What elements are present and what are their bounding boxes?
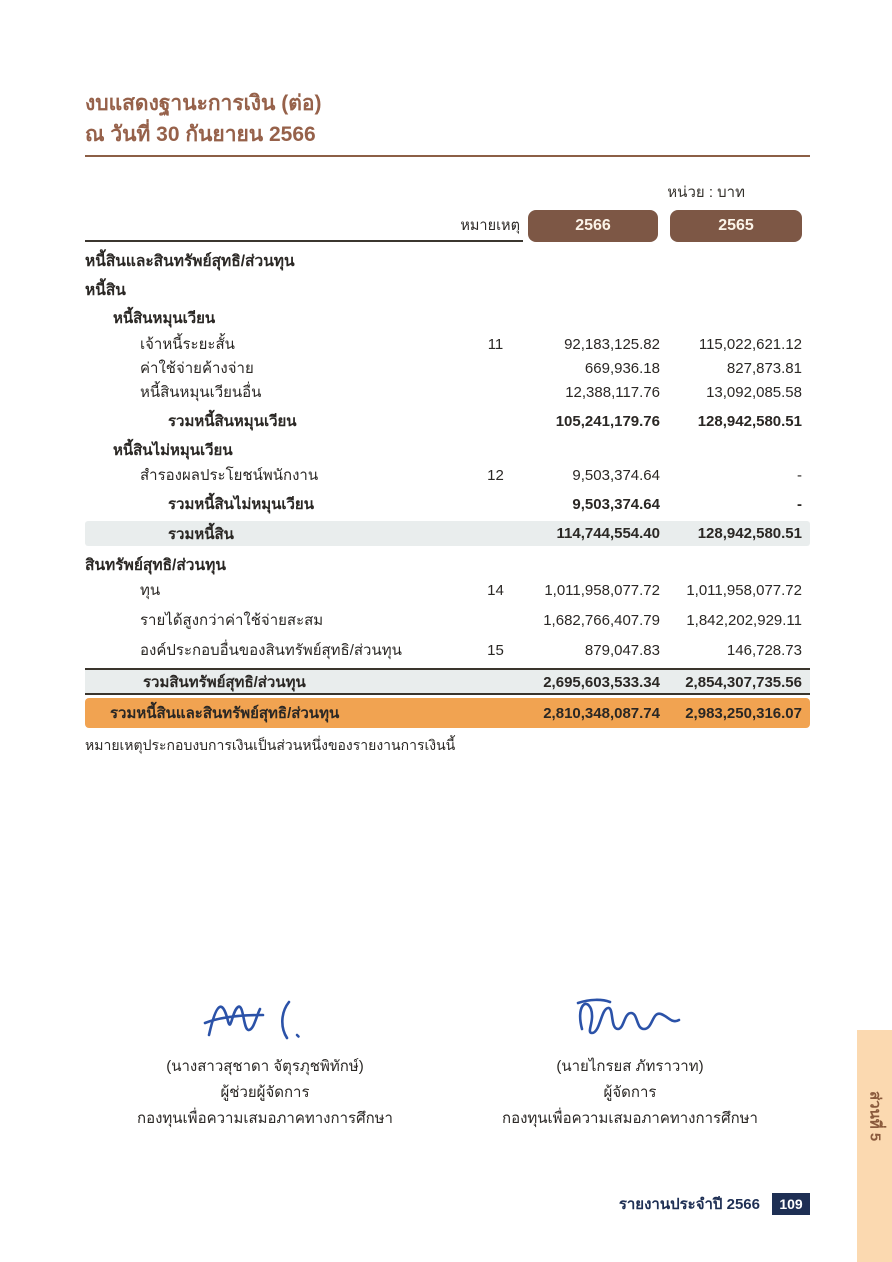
- row-value-2566: 114,744,554.40: [556, 525, 660, 542]
- page-number-badge: 109: [772, 1193, 810, 1215]
- signer-name: (นายไกรยส ภัทราวาท): [556, 1058, 704, 1075]
- table-row: รวมหนี้สินและสินทรัพย์สุทธิ/ส่วนทุน 2,810…: [85, 698, 810, 728]
- row-value-2565: 146,728.73: [726, 641, 802, 659]
- row-note: 11: [487, 335, 504, 353]
- row-label: ทุน: [140, 582, 161, 599]
- unit-label: หน่วย : บาท: [667, 184, 745, 201]
- financial-table-body: หนี้สินและสินทรัพย์สุทธิ/ส่วนทุน หนี้สินห…: [85, 248, 810, 728]
- row-value-2566: 92,183,125.82: [564, 335, 660, 353]
- section-side-tab: ส่วนที่ 5: [857, 1030, 892, 1262]
- row-value-2565: 827,873.81: [726, 359, 802, 377]
- row-label: รวมหนี้สิน: [168, 525, 234, 543]
- signer-organization: กองทุนเพื่อความเสมอภาคทางการศึกษา: [137, 1110, 393, 1127]
- table-row: สำรองผลประโยชน์พนักงาน 12 9,503,374.64 -: [85, 463, 810, 486]
- signature-image: [576, 998, 681, 1035]
- signer-name: (นางสาวสุชาดา จัตุรภุชพิทักษ์): [166, 1058, 364, 1075]
- row-value-2566: 2,695,603,533.34: [543, 673, 660, 691]
- row-label: รวมหนี้สินและสินทรัพย์สุทธิ/ส่วนทุน: [110, 705, 340, 722]
- title-divider: [85, 155, 810, 157]
- signature-section: (นางสาวสุชาดา จัตุรภุชพิทักษ์) ผู้ช่วยผู…: [85, 989, 810, 1132]
- row-label: สำรองผลประโยชน์พนักงาน: [140, 467, 319, 484]
- row-label: หนี้สินหมุนเวียน: [113, 310, 216, 327]
- row-value-2566: 669,936.18: [584, 359, 660, 377]
- row-value-2565: 2,854,307,735.56: [685, 673, 802, 691]
- row-note: 14: [487, 581, 504, 599]
- row-value-2565: -: [797, 466, 802, 484]
- row-label: องค์ประกอบอื่นของสินทรัพย์สุทธิ/ส่วนทุน: [140, 642, 402, 659]
- page-title: งบแสดงฐานะการเงิน (ต่อ) ณ วันที่ 30 กันย…: [85, 88, 810, 157]
- table-row: หนี้สินหมุนเวียน: [85, 306, 810, 329]
- row-value-2566: 2,810,348,087.74: [543, 704, 660, 722]
- row-value-2566: 105,241,179.76: [555, 412, 660, 430]
- year-column-2565: 2565: [670, 210, 802, 242]
- row-label: หนี้สินไม่หมุนเวียน: [113, 442, 233, 459]
- row-label: สินทรัพย์สุทธิ/ส่วนทุน: [85, 557, 226, 574]
- row-value-2566: 1,682,766,407.79: [543, 611, 660, 629]
- page-content: งบแสดงฐานะการเงิน (ต่อ) ณ วันที่ 30 กันย…: [85, 88, 810, 1132]
- table-row: รวมหนี้สินไม่หมุนเวียน 9,503,374.64 -: [85, 492, 810, 515]
- table-row: ทุน 14 1,011,958,077.72 1,011,958,077.72: [85, 578, 810, 601]
- table-row: หนี้สินและสินทรัพย์สุทธิ/ส่วนทุน: [85, 248, 810, 271]
- row-value-2565: 13,092,085.58: [706, 383, 802, 401]
- note-column-header: หมายเหตุ: [460, 218, 520, 234]
- row-label: หนี้สินหมุนเวียนอื่น: [140, 384, 262, 401]
- page-title-line1: งบแสดงฐานะการเงิน (ต่อ): [85, 92, 322, 115]
- table-row: หนี้สินหมุนเวียนอื่น 12,388,117.76 13,092,…: [85, 380, 810, 403]
- row-label: รวมหนี้สินหมุนเวียน: [168, 413, 297, 430]
- section-tab-label: ส่วนที่ 5: [866, 1090, 884, 1142]
- table-row: รวมหนี้สินหมุนเวียน 105,241,179.76 128,942…: [85, 409, 810, 432]
- row-label: หนี้สินและสินทรัพย์สุทธิ/ส่วนทุน: [85, 253, 295, 270]
- row-value-2566: 12,388,117.76: [565, 383, 660, 401]
- annual-report-label: รายงานประจำปี 2566: [618, 1196, 760, 1213]
- table-row: รายได้สูงกว่าค่าใช้จ่ายสะสม 1,682,766,407…: [85, 608, 810, 631]
- row-label: รวมสินทรัพย์สุทธิ/ส่วนทุน: [143, 674, 306, 691]
- row-value-2565: -: [797, 495, 802, 513]
- signature-block-manager: (นายไกรยส ภัทราวาท) ผู้จัดการ กองทุนเพื่…: [450, 989, 810, 1132]
- row-value-2566: 9,503,374.64: [572, 466, 660, 484]
- signature-block-assistant-manager: (นางสาวสุชาดา จัตุรภุชพิทักษ์) ผู้ช่วยผู…: [85, 989, 445, 1132]
- signature-image: [203, 1000, 300, 1040]
- page-title-line2: ณ วันที่ 30 กันยายน 2566: [85, 123, 316, 146]
- row-value-2565: 128,942,580.51: [697, 525, 802, 542]
- row-value-2565: 1,842,202,929.11: [686, 611, 802, 629]
- row-label: หนี้สิน: [85, 282, 126, 299]
- row-value-2566: 879,047.83: [584, 641, 660, 659]
- table-row: ค่าใช้จ่ายค้างจ่าย 669,936.18 827,873.81: [85, 356, 810, 379]
- table-row: องค์ประกอบอื่นของสินทรัพย์สุทธิ/ส่วนทุน 1…: [85, 638, 810, 661]
- row-value-2566: 1,011,958,077.72: [544, 581, 660, 599]
- row-value-2565: 128,942,580.51: [697, 412, 802, 430]
- row-value-2565: 1,011,958,077.72: [686, 581, 802, 599]
- table-row: หนี้สินไม่หมุนเวียน: [85, 438, 810, 461]
- signer-organization: กองทุนเพื่อความเสมอภาคทางการศึกษา: [502, 1110, 758, 1127]
- signer-title: ผู้ช่วยผู้จัดการ: [220, 1084, 310, 1101]
- table-row: รวมสินทรัพย์สุทธิ/ส่วนทุน 2,695,603,533.3…: [85, 668, 810, 695]
- row-label: รายได้สูงกว่าค่าใช้จ่ายสะสม: [140, 612, 324, 629]
- page-footer: รายงานประจำปี 2566 109: [619, 1192, 810, 1216]
- row-note: 15: [487, 641, 504, 659]
- row-label: รวมหนี้สินไม่หมุนเวียน: [168, 496, 314, 513]
- row-value-2565: 2,983,250,316.07: [685, 704, 802, 722]
- signer-title: ผู้จัดการ: [603, 1084, 657, 1101]
- table-row: รวมหนี้สิน 114,744,554.40 128,942,580.51: [85, 521, 810, 546]
- row-note: 12: [487, 466, 504, 484]
- financial-statement-footnote: หมายเหตุประกอบงบการเงินเป็นส่วนหนึ่งของร…: [85, 737, 456, 753]
- row-value-2566: 9,503,374.64: [572, 495, 660, 513]
- row-label: ค่าใช้จ่ายค้างจ่าย: [140, 360, 254, 377]
- year-column-2566: 2566: [528, 210, 658, 242]
- row-value-2565: 115,022,621.12: [698, 335, 802, 353]
- table-row: สินทรัพย์สุทธิ/ส่วนทุน: [85, 552, 810, 575]
- table-row: เจ้าหนี้ระยะสั้น 11 92,183,125.82 115,022,6…: [85, 332, 810, 355]
- row-label: เจ้าหนี้ระยะสั้น: [140, 336, 235, 353]
- table-header: หมายเหตุ 2566 2565: [85, 208, 810, 242]
- table-row: หนี้สิน: [85, 277, 810, 300]
